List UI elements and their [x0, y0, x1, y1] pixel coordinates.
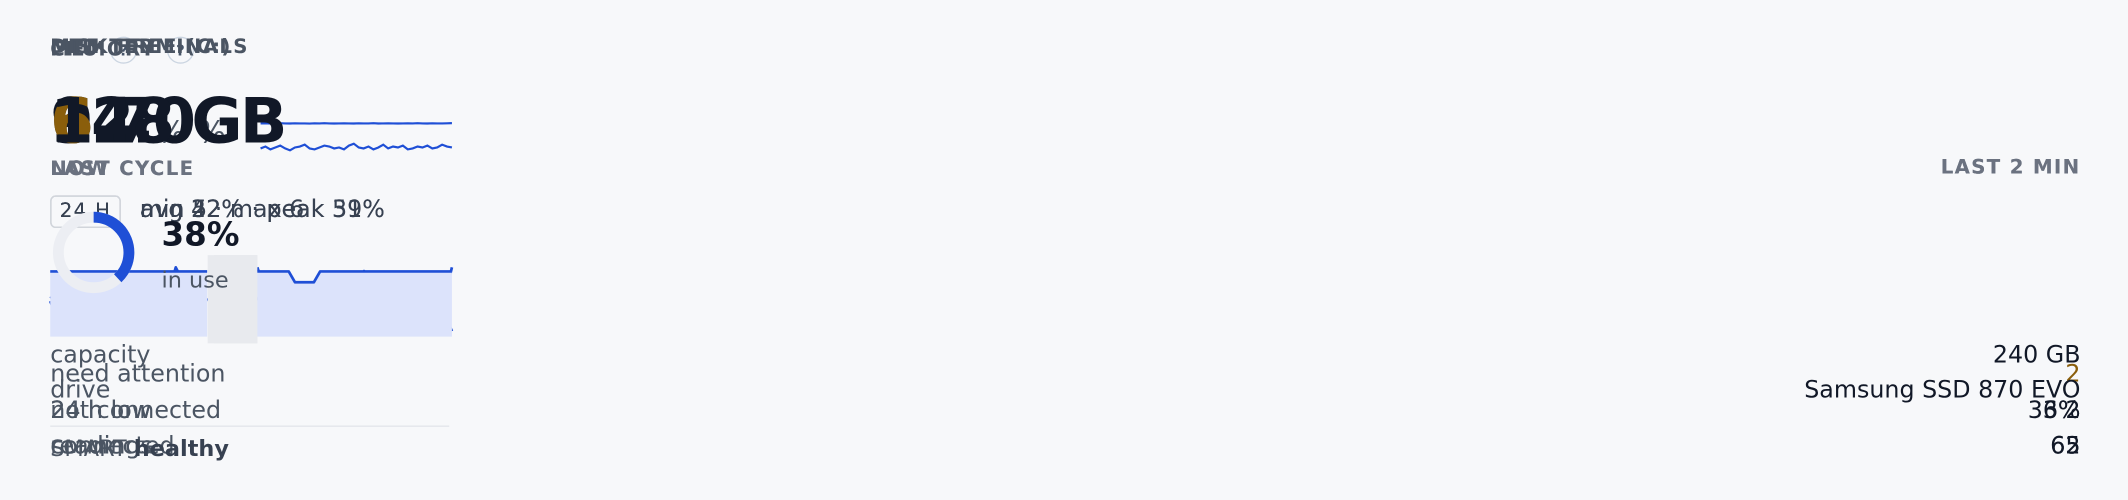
card-graphics [50, 255, 452, 344]
metric-value: 62.0 [50, 84, 196, 158]
value-row: 6 [50, 84, 93, 158]
value-caption: NOW [50, 158, 110, 181]
metric-value: 148 GB [50, 84, 287, 158]
stat-label: 24 h low [50, 397, 152, 425]
range-summary: min 5 · max 6 [139, 196, 305, 224]
footer-label: SMART [50, 435, 127, 462]
stat-label: capacity [50, 341, 151, 370]
stat-value: Samsung SSD 870 EVO [1804, 377, 2081, 405]
stat-label: not connected [50, 397, 222, 425]
stat-value: 2 [2065, 432, 2081, 461]
help-icon[interactable]: ? [166, 36, 195, 64]
help-icon[interactable]: ? [109, 36, 138, 64]
metric-value: 9.7 [50, 84, 155, 158]
stat-label: readings [50, 432, 153, 461]
stat-label: drive [50, 377, 111, 405]
card-title: DISK FREE (C:) [50, 36, 232, 59]
spark-caption: LAST 2 MIN [1940, 157, 2081, 180]
stat-value: 2 [2065, 360, 2081, 389]
range-summary: avg 42% · peak 51% [139, 196, 385, 224]
card-title-row: DISK FREE (C:) [50, 37, 232, 59]
sparkline [260, 142, 453, 152]
stat-value: 65 [2050, 432, 2081, 461]
card-title-row: MT5 TERMINALS [50, 37, 249, 59]
value-caption: LAST CYCLE [50, 158, 195, 181]
donut-arc [52, 211, 135, 294]
stat-value: 33% [2027, 397, 2081, 425]
footer-value: healthy [133, 435, 229, 462]
card-title-row: CPU? [50, 36, 138, 64]
card-title: MEMORY [50, 39, 157, 62]
stat-value: 65 [2050, 432, 2081, 461]
stat-value: 2 [2065, 397, 2081, 425]
value-row: 148 GB [50, 84, 287, 158]
stat-label: readings [50, 432, 153, 461]
donut-label: 38% [161, 215, 240, 254]
range-summary: avg 22% · peak 39% [139, 196, 385, 224]
spark-caption: LAST 2 MIN [1940, 157, 2081, 180]
stat-value: 6% [2042, 397, 2081, 425]
donut-caption: in use [161, 267, 229, 294]
card-graphics [50, 211, 450, 427]
footer: SMART healthy [50, 435, 229, 462]
stat-value: 240 GB [1992, 341, 2081, 370]
card-title: CPU [50, 39, 100, 62]
value-row: 9.7% [50, 90, 185, 152]
metric-value: 6 [50, 84, 93, 158]
value-caption: NOW [50, 158, 110, 181]
history-area [257, 271, 452, 337]
gap-marker [213, 255, 258, 344]
value-caption: LAST CYCLE [50, 158, 195, 181]
history-line [257, 270, 452, 284]
stat-label: connected [50, 432, 175, 461]
metric-unit: % [197, 116, 226, 151]
stat-label: need attention [50, 360, 226, 389]
card-title: MT5 TERMINALS [50, 36, 249, 59]
metric-unit: % [156, 116, 186, 151]
card-title-row: MEMORY? [50, 36, 195, 64]
value-row: 62.0% [50, 90, 226, 152]
stat-label: 24 h low [50, 397, 152, 425]
